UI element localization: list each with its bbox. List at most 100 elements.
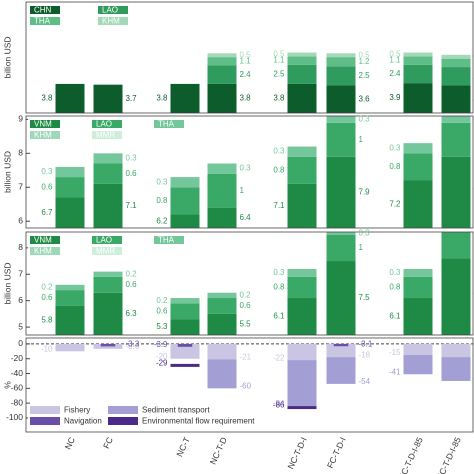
value-label: 0.6 — [126, 280, 138, 289]
bar-segment — [403, 56, 433, 65]
x-tick-label: NC-T-D-I — [285, 436, 308, 471]
bar-segment — [207, 163, 237, 174]
legend: VNM LAO THA KHM MMR — [28, 234, 218, 260]
value-label: 0.3 — [389, 143, 401, 152]
bar — [287, 343, 317, 361]
x-tick-label: NC-T — [174, 436, 192, 459]
value-label: 0.2 — [126, 269, 138, 278]
bar-segment — [441, 116, 471, 123]
value-label: 3.6 — [359, 94, 371, 103]
value-label: 0.3 — [273, 147, 285, 156]
legend-swatch — [92, 236, 122, 244]
bar-segment — [55, 305, 85, 335]
panel-frame — [25, 1, 474, 114]
bar-segment — [207, 53, 237, 58]
bar-segment — [403, 64, 433, 84]
bar-segment — [403, 276, 433, 299]
bar-segment — [403, 143, 433, 154]
value-label: -20 — [156, 352, 168, 361]
bar-segment — [93, 292, 123, 335]
bar — [100, 343, 116, 347]
value-label: -84 — [273, 399, 285, 408]
legend-label: THA — [158, 120, 175, 129]
legend-swatch — [92, 247, 122, 255]
bar-segment — [170, 177, 200, 188]
bar-segment — [287, 298, 317, 335]
legend-swatch — [98, 6, 128, 14]
bar-segment — [93, 163, 123, 184]
bar-segment — [93, 153, 123, 164]
y-tick-label: 7 — [18, 269, 23, 279]
legend-label: Environmental flow requirement — [142, 417, 255, 426]
bar-segment — [441, 85, 471, 113]
bar-segment — [441, 232, 471, 259]
value-label: 0.6 — [41, 293, 53, 302]
bar-segment — [287, 268, 317, 277]
legend-swatch — [98, 17, 128, 25]
legend-swatch — [154, 236, 184, 244]
value-label: 7.2 — [389, 199, 401, 208]
value-label: 0.2 — [240, 290, 252, 299]
y-tick-label: -60 — [11, 383, 24, 393]
legend-label: VNM — [34, 120, 52, 129]
y-axis-label: billion USD — [2, 151, 12, 193]
y-tick-label: 6 — [18, 295, 23, 305]
value-label: -6.6 — [126, 342, 140, 351]
bar-segment — [55, 166, 85, 178]
legend-swatch — [108, 417, 138, 425]
bar — [177, 343, 193, 347]
bar-segment — [326, 85, 356, 113]
legend-swatch — [30, 417, 60, 425]
value-label: 5.8 — [41, 316, 53, 325]
value-label: 6.7 — [41, 208, 53, 217]
value-label: -29 — [156, 358, 168, 367]
y-tick-label: 6 — [18, 215, 23, 225]
legend-label: LAO — [96, 120, 112, 129]
value-label: -60 — [240, 381, 252, 390]
legend-label: Fishery — [64, 406, 90, 415]
plot-area — [55, 232, 471, 335]
value-label: 0.3 — [389, 268, 401, 277]
value-label: 6.1 — [273, 312, 285, 321]
value-label: -21 — [240, 353, 252, 362]
y-tick-label: -100 — [6, 412, 23, 422]
value-label: 0.8 — [389, 162, 401, 171]
legend-label: MMR — [96, 131, 115, 140]
bar-segment — [441, 122, 471, 157]
value-label: 3.8 — [156, 94, 168, 103]
value-label: 0.8 — [273, 165, 285, 174]
legend-swatch — [154, 120, 184, 128]
bar-segment — [207, 83, 237, 113]
bar-segment — [170, 187, 200, 215]
bar-segment — [207, 65, 237, 84]
y-tick-label: 9 — [18, 114, 23, 124]
bar-segment — [326, 156, 356, 228]
value-label: 1.1 — [273, 56, 285, 65]
bar-segment — [441, 58, 471, 68]
value-label: 7.9 — [359, 187, 371, 196]
value-label: 2.5 — [273, 69, 285, 78]
bar-segment — [55, 83, 85, 113]
bar-segment — [403, 268, 433, 277]
bar — [403, 343, 433, 356]
y-tick-label: -40 — [11, 368, 24, 378]
bar-segment — [287, 52, 317, 57]
value-label: -18 — [359, 350, 371, 359]
legend-swatch — [108, 406, 138, 414]
y-tick-label: -20 — [11, 353, 24, 363]
y-tick-label: 8 — [18, 148, 23, 158]
panel-frame — [25, 231, 474, 336]
bar-segment — [287, 83, 317, 113]
bar — [441, 343, 471, 358]
legend-swatch — [30, 17, 60, 25]
bar-segment — [441, 54, 471, 59]
bar-segment — [207, 57, 237, 66]
bar-segment — [170, 83, 200, 113]
legend-label: KHM — [102, 17, 120, 26]
bar — [326, 343, 356, 358]
value-label: 0.3 — [273, 268, 285, 277]
legend-swatch — [30, 6, 60, 14]
value-label: 1 — [240, 186, 245, 195]
bar — [55, 343, 85, 352]
bar-segment — [326, 232, 356, 235]
